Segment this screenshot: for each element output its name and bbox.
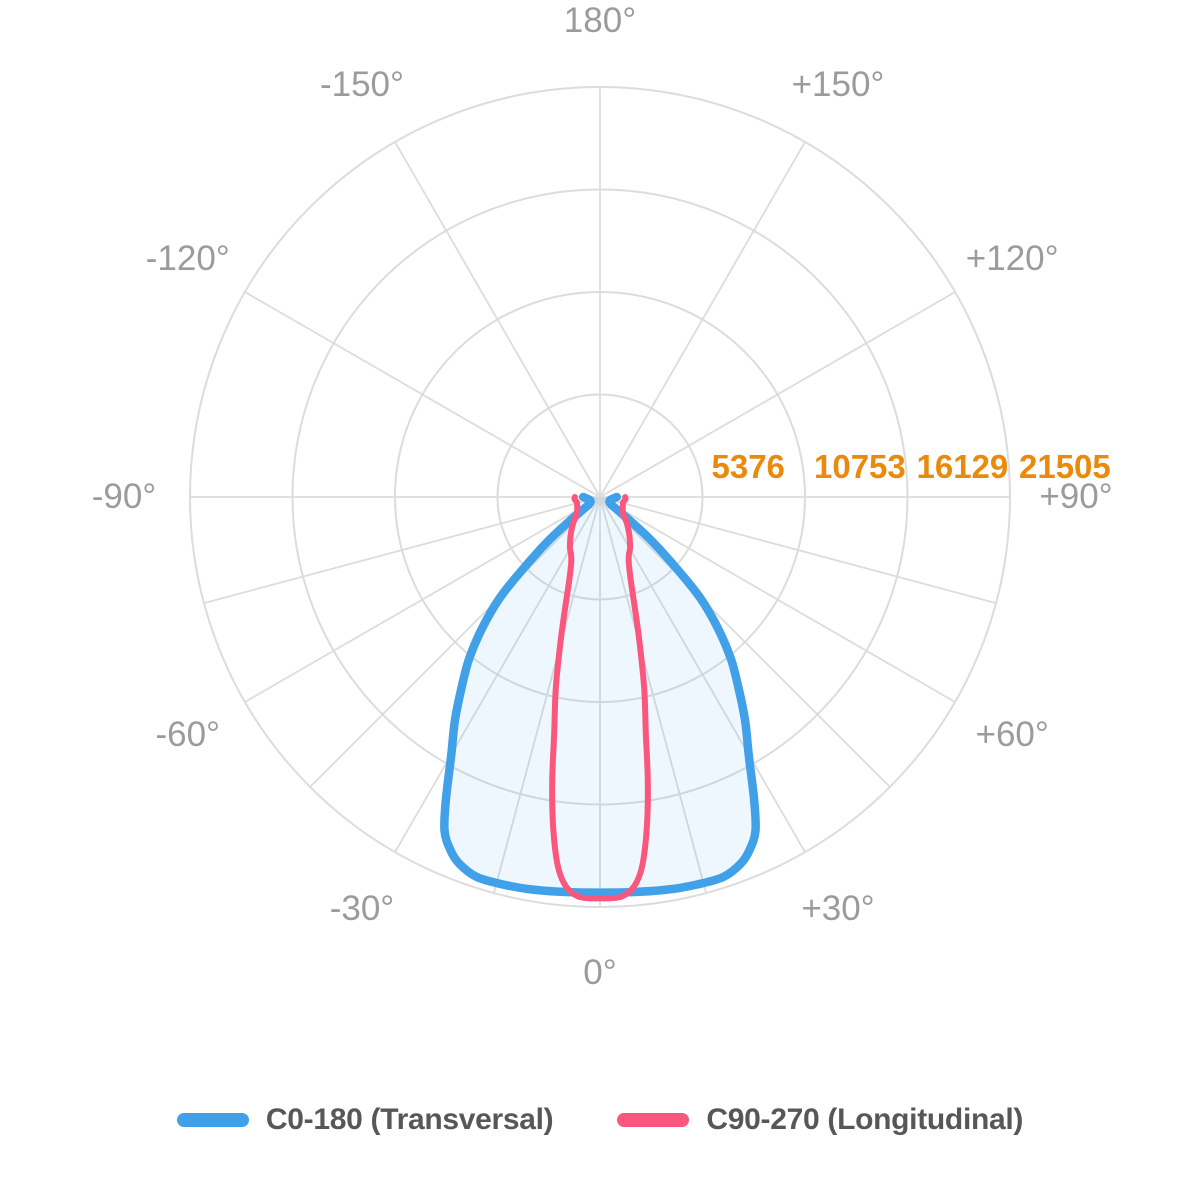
grid-spoke-150 (599, 141, 806, 498)
angle-label-90: +90° (1039, 477, 1113, 516)
legend-swatch-c0-180 (176, 1113, 249, 1127)
legend: C0-180 (Transversal) C90-270 (Longitudin… (0, 1103, 1200, 1137)
legend-item-c90-270[interactable]: C90-270 (Longitudinal) (617, 1103, 1023, 1137)
grid-spoke--30 (394, 496, 601, 853)
angle-label-0: 0° (583, 953, 617, 992)
grid-spoke-60 (599, 496, 956, 703)
angle-label-30: +30° (801, 889, 875, 929)
ring-value-label-16129: 16129 (916, 448, 1009, 485)
grid-spoke-75 (599, 496, 997, 604)
angle-label-neg90: -90° (91, 477, 157, 516)
ring-value-label-10753: 10753 (814, 448, 906, 485)
polar-grid-and-curves (189, 86, 1011, 908)
grid-spoke-240 (244, 291, 601, 498)
grid-spoke-120 (599, 291, 956, 498)
grid-spoke-210 (394, 141, 601, 498)
grid-spoke--75 (203, 496, 601, 604)
grid-spoke-15 (599, 496, 707, 894)
legend-label-c90-270: C90-270 (Longitudinal) (706, 1103, 1024, 1136)
legend-swatch-c90-270 (617, 1113, 690, 1127)
ring-value-label-21505: 21505 (1019, 448, 1111, 485)
series-curve-c0-180[interactable] (440, 492, 760, 897)
grid-spoke-30 (599, 496, 806, 853)
ring-value-label-5376: 5376 (711, 448, 785, 485)
angle-label-neg120: -120° (145, 239, 230, 278)
series-curve-c90-270[interactable] (549, 494, 651, 902)
legend-label-c0-180: C0-180 (Transversal) (265, 1103, 554, 1136)
angle-label-120: +120° (965, 239, 1059, 278)
grid-spoke--60 (244, 496, 601, 703)
grid-spoke-45 (599, 496, 891, 788)
angle-label-neg150: -150° (319, 64, 405, 104)
legend-item-c0-180[interactable]: C0-180 (Transversal) (176, 1103, 554, 1137)
angle-label-neg60: -60° (155, 715, 221, 754)
angle-label-180: 180° (563, 1, 637, 40)
angle-label-60: +60° (975, 715, 1049, 754)
angle-label-150: +150° (791, 64, 885, 104)
angle-label-neg30: -30° (329, 889, 395, 929)
grid-spoke--45 (309, 496, 601, 788)
grid-spoke--15 (493, 496, 601, 894)
